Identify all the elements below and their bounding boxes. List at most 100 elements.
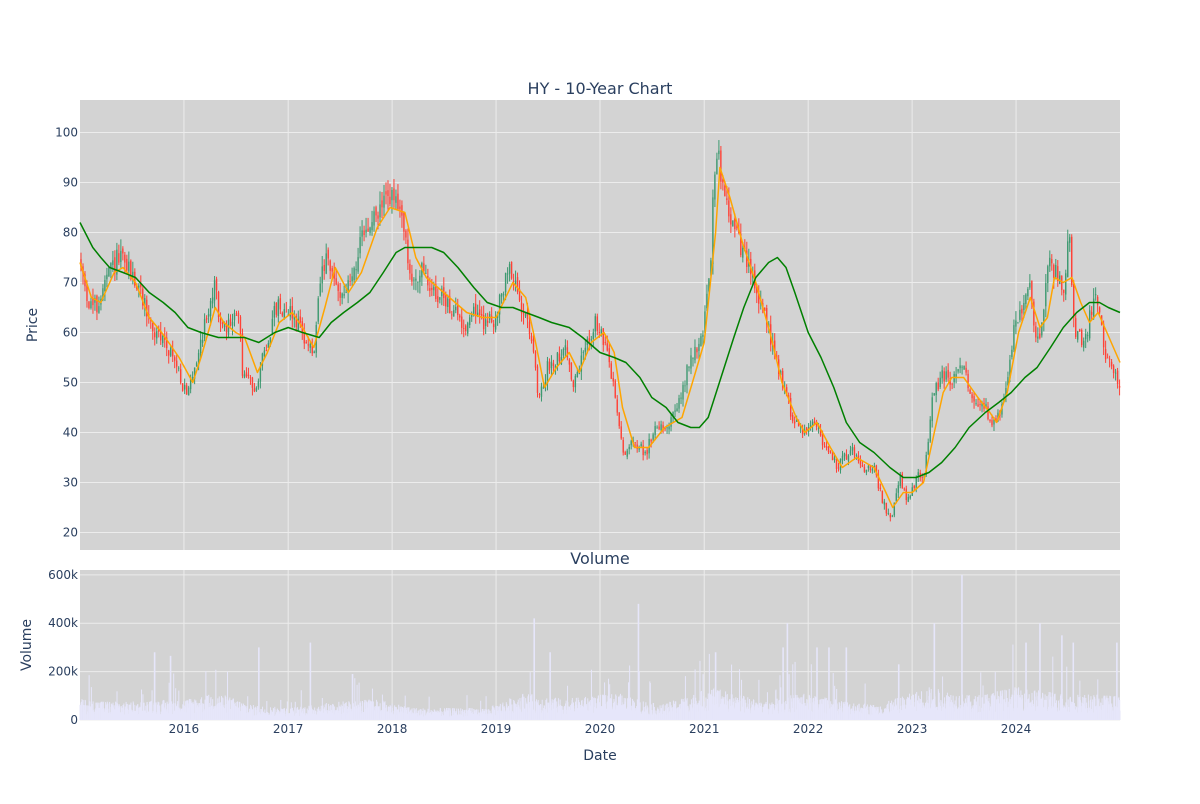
volume-bar <box>520 711 522 720</box>
candle-body <box>144 298 146 307</box>
candle-body <box>1102 323 1105 348</box>
candle-body <box>855 454 858 457</box>
volume-bar <box>330 709 332 720</box>
volume-bar <box>841 707 843 720</box>
candle-body <box>580 355 583 372</box>
candle-body <box>821 433 824 446</box>
volume-bar <box>867 710 869 720</box>
candle-body <box>969 389 971 394</box>
candle-body <box>441 288 443 297</box>
volume-bar <box>137 714 139 720</box>
volume-bar <box>753 710 755 720</box>
volume-bar <box>651 714 653 720</box>
candle-body <box>347 280 349 293</box>
volume-bar <box>332 703 334 720</box>
candle-body <box>393 188 395 201</box>
volume-bar <box>883 713 885 720</box>
candle-body <box>377 215 379 219</box>
candle-body <box>724 185 726 197</box>
candle-body <box>1088 310 1091 339</box>
volume-bar <box>684 676 686 720</box>
volume-bar <box>663 711 665 720</box>
volume-bar <box>366 707 368 720</box>
volume-bar <box>774 704 776 720</box>
candle-body <box>156 331 158 339</box>
volume-bar <box>546 698 548 720</box>
volume-bar <box>457 708 459 720</box>
volume-bar <box>586 704 588 720</box>
volume-bar <box>390 712 392 720</box>
volume-bars <box>79 574 1121 720</box>
volume-bar <box>265 712 267 720</box>
candle-body <box>331 268 333 272</box>
volume-bar <box>207 707 209 720</box>
candle-body <box>104 280 106 292</box>
volume-bar <box>168 682 170 720</box>
volume-bar <box>729 700 731 720</box>
volume-bar <box>151 690 153 720</box>
volume-bar <box>771 702 773 720</box>
volume-bar <box>869 715 871 720</box>
candle-body <box>395 196 397 203</box>
candle-body <box>271 318 274 335</box>
volume-bar <box>1016 688 1018 720</box>
volume-bar <box>1016 694 1018 720</box>
volume-bar <box>325 703 327 720</box>
volume-bar <box>621 705 623 720</box>
volume-bar <box>1056 710 1058 720</box>
volume-bar <box>482 708 484 720</box>
volume-bar <box>873 705 875 720</box>
candle-body <box>140 283 142 288</box>
candle-body <box>566 347 569 358</box>
price-y-tick-label: 80 <box>63 226 78 240</box>
volume-bar <box>305 715 307 720</box>
candle-body <box>1092 298 1095 319</box>
candle-body <box>341 293 343 298</box>
candle-body <box>658 426 660 429</box>
volume-bar <box>326 713 328 720</box>
volume-bar <box>769 704 771 720</box>
volume-bar <box>462 711 464 720</box>
volume-bar <box>360 701 362 720</box>
volume-bar <box>685 700 687 720</box>
candle-body <box>313 351 315 353</box>
volume-bar <box>88 701 90 720</box>
volume-bar <box>1022 698 1024 720</box>
candle-body <box>349 281 351 283</box>
volume-bar <box>948 696 950 720</box>
candle-body <box>297 318 299 330</box>
volume-bar <box>739 669 741 720</box>
volume-bar <box>117 707 119 720</box>
candle-body <box>576 371 579 378</box>
volume-bar <box>809 703 811 720</box>
candle-body <box>961 366 963 368</box>
price-y-tick-labels: 20 30 40 50 60 70 80 90 100 <box>55 126 78 540</box>
volume-bar <box>107 708 109 720</box>
volume-bar <box>291 708 293 720</box>
candle-body <box>885 502 888 514</box>
volume-bar <box>737 698 739 720</box>
volume-bar <box>911 696 913 720</box>
volume-bar <box>761 712 763 720</box>
candle-body <box>231 321 234 326</box>
volume-bar <box>976 696 978 720</box>
candle-body <box>261 353 264 366</box>
volume-bar <box>574 711 576 720</box>
volume-bar <box>1068 712 1070 720</box>
candle-body <box>1082 340 1085 348</box>
volume-bar <box>897 664 900 720</box>
candle-body <box>189 377 192 390</box>
candle-body <box>682 384 684 400</box>
candle-body <box>269 337 272 346</box>
volume-bar <box>463 710 465 720</box>
volume-bar <box>195 700 197 720</box>
volume-bar <box>879 712 881 720</box>
volume-bar <box>129 704 131 720</box>
candle-body <box>335 278 337 285</box>
candle-body <box>530 335 533 341</box>
candle-body <box>680 397 682 399</box>
candle-body <box>478 309 481 315</box>
candle-body <box>325 253 327 274</box>
volume-bar <box>181 708 183 720</box>
volume-bar <box>709 694 711 720</box>
